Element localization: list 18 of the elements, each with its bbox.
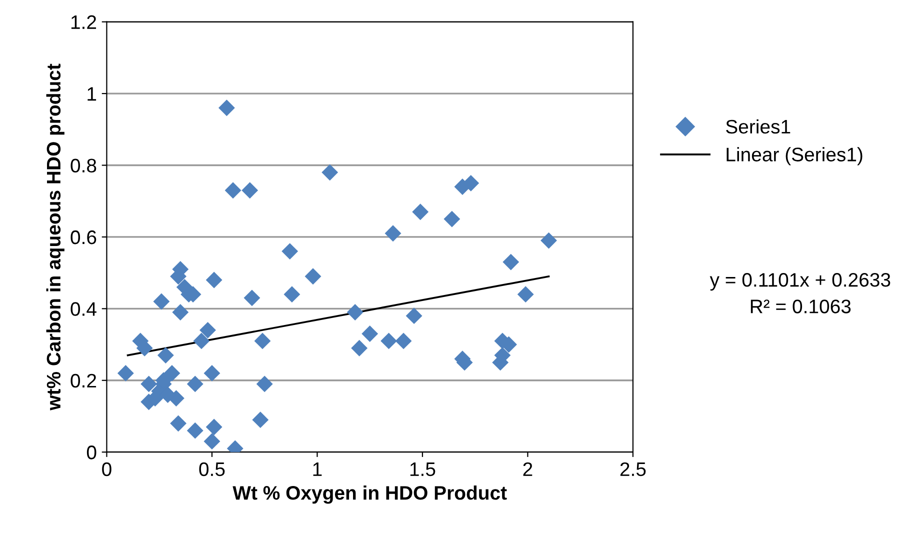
x-axis-title: Wt % Oxygen in HDO Product	[232, 485, 507, 504]
x-tick-label: 0.5	[199, 462, 225, 476]
x-tick-label: 0	[102, 462, 112, 476]
x-tick-label: 1	[313, 462, 322, 476]
x-tick-label: 2	[523, 462, 532, 476]
y-tick-label: 1.2	[71, 15, 96, 29]
text: y = 0.1101x + 0.2633 R² = 0.1063	[710, 273, 890, 314]
y-tick-label: 0.2	[70, 374, 96, 388]
x-tick-label: 1.5	[410, 462, 436, 476]
x-tick-label: 2.5	[620, 462, 646, 476]
y-tick-label: 0.8	[70, 158, 96, 172]
legend-label: Series1	[726, 119, 790, 134]
y-tick-label: 0	[86, 446, 96, 460]
y-tick-label: 1	[88, 87, 96, 101]
legend-label: Linear (Series1)	[726, 147, 862, 166]
y-tick-label: 0.6	[70, 230, 96, 244]
y-axis-title: wt% Carbon in aqueous HDO product	[46, 64, 64, 410]
y-tick-label: 0.4	[70, 302, 96, 316]
